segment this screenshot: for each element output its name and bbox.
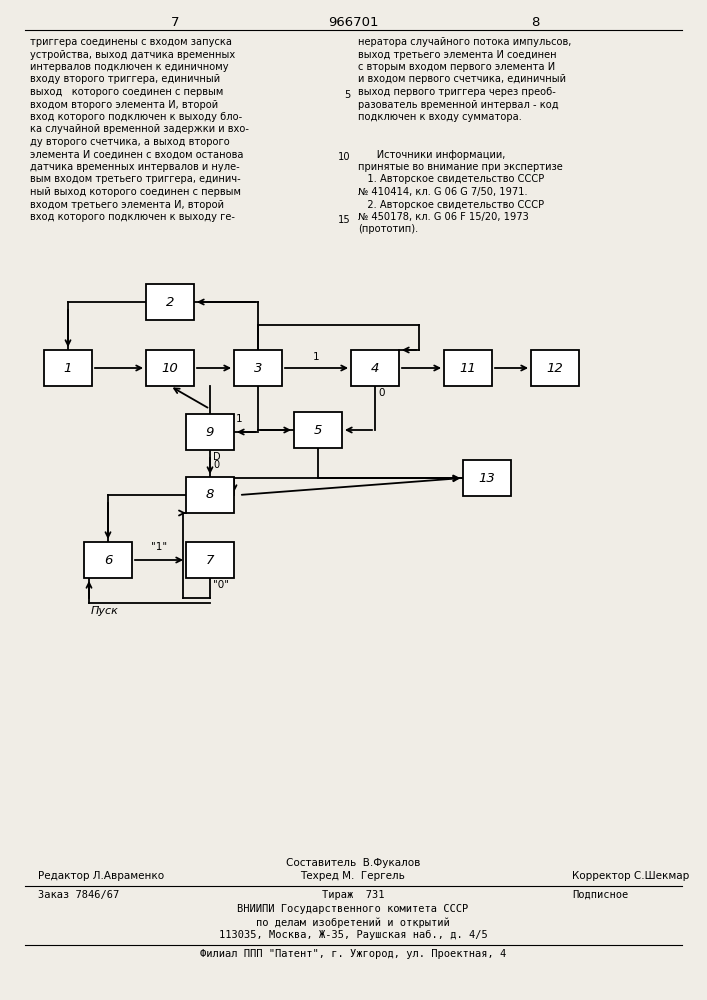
Text: 1. Авторское свидетельство СССР: 1. Авторское свидетельство СССР — [358, 174, 544, 184]
Text: ный выход которого соединен с первым: ный выход которого соединен с первым — [30, 187, 241, 197]
Text: Корректор С.Шекмар: Корректор С.Шекмар — [572, 871, 689, 881]
Text: 8: 8 — [531, 15, 539, 28]
Text: выход третьего элемента И соединен: выход третьего элемента И соединен — [358, 49, 556, 60]
Text: вход которого подключен к выходу бло-: вход которого подключен к выходу бло- — [30, 112, 243, 122]
Bar — [531, 350, 579, 386]
Bar — [186, 414, 234, 450]
Text: датчика временных интервалов и нуле-: датчика временных интервалов и нуле- — [30, 162, 240, 172]
Bar — [294, 412, 342, 448]
Text: ду второго счетчика, а выход второго: ду второго счетчика, а выход второго — [30, 137, 230, 147]
Bar — [444, 350, 492, 386]
Bar — [186, 542, 234, 578]
Text: 12: 12 — [547, 361, 563, 374]
Text: "0": "0" — [213, 580, 229, 590]
Text: 4: 4 — [370, 361, 379, 374]
Text: выход первого триггера через преоб-: выход первого триггера через преоб- — [358, 87, 556, 97]
Bar — [146, 350, 194, 386]
Text: 966701: 966701 — [328, 15, 378, 28]
Text: и входом первого счетчика, единичный: и входом первого счетчика, единичный — [358, 75, 566, 85]
Text: по делам изобретений и открытий: по делам изобретений и открытий — [256, 917, 450, 928]
Bar — [146, 284, 194, 320]
Text: вход которого подключен к выходу ге-: вход которого подключен к выходу ге- — [30, 212, 235, 222]
Text: 2. Авторское свидетельство СССР: 2. Авторское свидетельство СССР — [358, 200, 544, 210]
Text: ка случайной временной задержки и вхо-: ка случайной временной задержки и вхо- — [30, 124, 249, 134]
Text: Составитель  В.Фукалов: Составитель В.Фукалов — [286, 858, 420, 868]
Text: элемента И соединен с входом останова: элемента И соединен с входом останова — [30, 149, 243, 159]
Text: триггера соединены с входом запуска: триггера соединены с входом запуска — [30, 37, 232, 47]
Text: 5: 5 — [314, 424, 322, 436]
Text: разователь временной интервал - код: разователь временной интервал - код — [358, 100, 559, 109]
Text: 7: 7 — [206, 554, 214, 566]
Text: Филиал ППП "Патент", г. Ужгород, ул. Проектная, 4: Филиал ППП "Патент", г. Ужгород, ул. Про… — [200, 949, 506, 959]
Bar — [351, 350, 399, 386]
Text: 1: 1 — [64, 361, 72, 374]
Text: 0: 0 — [213, 460, 219, 470]
Text: выход   которого соединен с первым: выход которого соединен с первым — [30, 87, 223, 97]
Text: 7: 7 — [171, 15, 180, 28]
Text: № 450178, кл. G 06 F 15/20, 1973: № 450178, кл. G 06 F 15/20, 1973 — [358, 212, 529, 222]
Text: 1: 1 — [236, 414, 243, 424]
Text: 8: 8 — [206, 488, 214, 502]
Bar — [84, 542, 132, 578]
Text: 11: 11 — [460, 361, 477, 374]
Text: вым входом третьего триггера, единич-: вым входом третьего триггера, единич- — [30, 174, 241, 184]
Text: 113035, Москва, Ж-35, Раушская наб., д. 4/5: 113035, Москва, Ж-35, Раушская наб., д. … — [218, 930, 487, 940]
Text: Тираж  731: Тираж 731 — [322, 890, 384, 900]
Bar — [44, 350, 92, 386]
Text: Редактор Л.Авраменко: Редактор Л.Авраменко — [38, 871, 164, 881]
Text: Подписное: Подписное — [572, 890, 629, 900]
Text: входом второго элемента И, второй: входом второго элемента И, второй — [30, 100, 218, 109]
Text: устройства, выход датчика временных: устройства, выход датчика временных — [30, 49, 235, 60]
Text: 9: 9 — [206, 426, 214, 438]
Text: интервалов подключен к единичному: интервалов подключен к единичному — [30, 62, 228, 72]
Text: 1: 1 — [313, 352, 320, 362]
Text: 6: 6 — [104, 554, 112, 566]
Text: Источники информации,: Источники информации, — [358, 149, 506, 159]
Text: 10: 10 — [162, 361, 178, 374]
Text: 5: 5 — [344, 90, 350, 100]
Text: Пуск: Пуск — [91, 606, 119, 616]
Text: 13: 13 — [479, 472, 496, 485]
Bar — [234, 350, 282, 386]
Text: 3: 3 — [254, 361, 262, 374]
Text: "1": "1" — [151, 542, 167, 552]
Text: Заказ 7846/67: Заказ 7846/67 — [38, 890, 119, 900]
Text: входом третьего элемента И, второй: входом третьего элемента И, второй — [30, 200, 224, 210]
Text: D: D — [213, 452, 221, 462]
Text: (прототип).: (прототип). — [358, 225, 419, 234]
Text: подключен к входу сумматора.: подключен к входу сумматора. — [358, 112, 522, 122]
Bar — [463, 460, 511, 496]
Text: 2: 2 — [166, 296, 174, 308]
Text: нератора случайного потока импульсов,: нератора случайного потока импульсов, — [358, 37, 571, 47]
Text: Техред М.  Гергель: Техред М. Гергель — [300, 871, 405, 881]
Text: принятые во внимание при экспертизе: принятые во внимание при экспертизе — [358, 162, 563, 172]
Text: 15: 15 — [337, 215, 350, 225]
Text: 10: 10 — [337, 152, 350, 162]
Text: 0: 0 — [378, 388, 385, 398]
Bar — [186, 477, 234, 513]
Text: № 410414, кл. G 06 G 7/50, 1971.: № 410414, кл. G 06 G 7/50, 1971. — [358, 187, 527, 197]
Text: с вторым входом первого элемента И: с вторым входом первого элемента И — [358, 62, 555, 72]
Text: входу второго триггера, единичный: входу второго триггера, единичный — [30, 75, 220, 85]
Text: ВНИИПИ Государственного комитета СССР: ВНИИПИ Государственного комитета СССР — [238, 904, 469, 914]
